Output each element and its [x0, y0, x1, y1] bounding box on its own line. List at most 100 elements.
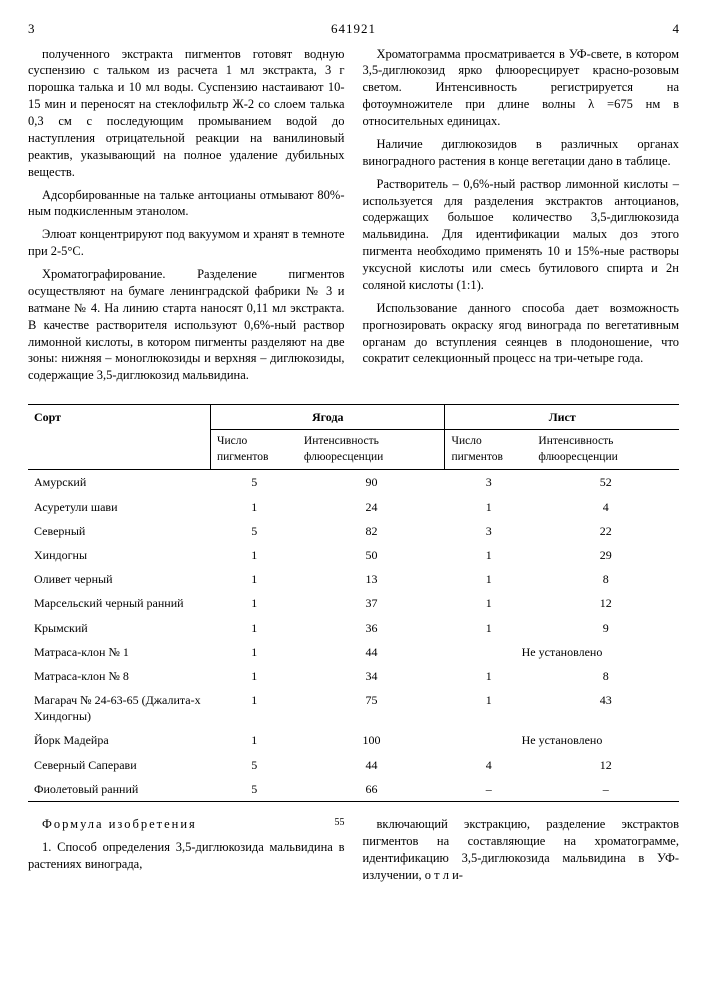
cell-ln: 3	[445, 519, 532, 543]
body-columns: полученного экстракта пигментов готовят …	[28, 46, 679, 391]
cell-yn: 1	[211, 567, 298, 591]
footer-columns: Формула изобретения 55 1. Способ определ…	[28, 816, 679, 890]
th-yagoda: Ягода	[211, 405, 445, 430]
th-num-pig-2: Число пигментов	[445, 430, 532, 470]
doc-number: 641921	[331, 20, 376, 38]
cell-yn: 1	[211, 688, 298, 728]
table-row: Северный582322	[28, 519, 679, 543]
cell-ln: 1	[445, 567, 532, 591]
cell-sort: Марсельский черный ранний	[28, 591, 211, 615]
cell-li: 8	[532, 567, 679, 591]
cell-ln: 3	[445, 470, 532, 495]
th-int-fluo: Интенсивность флюоресценции	[298, 430, 445, 470]
table-row: Фиолетовый ранний566––	[28, 777, 679, 802]
cell-yi: 13	[298, 567, 445, 591]
footer-right: включающий экстракцию, разделение экстра…	[363, 816, 680, 890]
table-row: Оливет черный11318	[28, 567, 679, 591]
para: Хроматограмма просматривается в УФ-свете…	[363, 46, 680, 130]
cell-li: –	[532, 777, 679, 802]
cell-li: 52	[532, 470, 679, 495]
table-row: Хиндогны150129	[28, 543, 679, 567]
th-int-fluo-2: Интенсивность флюоресценции	[532, 430, 679, 470]
footer-left: Формула изобретения 55 1. Способ определ…	[28, 816, 345, 890]
para: Элюат концентрируют под вакуумом и храня…	[28, 226, 345, 260]
table-row: Матраса-клон № 1144Не установлено	[28, 640, 679, 664]
cell-yn: 1	[211, 640, 298, 664]
cell-yn: 1	[211, 616, 298, 640]
left-column: полученного экстракта пигментов готовят …	[28, 46, 345, 391]
right-column: Хроматограмма просматривается в УФ-свете…	[363, 46, 680, 391]
cell-yi: 100	[298, 728, 445, 752]
page-num-right: 4	[673, 20, 680, 38]
line-marker: 55	[321, 816, 345, 830]
cell-sort: Северный	[28, 519, 211, 543]
cell-yn: 1	[211, 591, 298, 615]
cell-li: 12	[532, 591, 679, 615]
cell-yn: 1	[211, 495, 298, 519]
cell-yn: 5	[211, 777, 298, 802]
cell-sort: Северный Саперави	[28, 753, 211, 777]
cell-sort: Асуретули шави	[28, 495, 211, 519]
cell-yi: 66	[298, 777, 445, 802]
cell-sort: Оливет черный	[28, 567, 211, 591]
para: включающий экстракцию, разделение экстра…	[363, 816, 680, 884]
cell-yi: 24	[298, 495, 445, 519]
cell-sort: Матраса-клон № 1	[28, 640, 211, 664]
cell-yi: 82	[298, 519, 445, 543]
cell-ln-merged: Не установлено	[445, 640, 679, 664]
cell-yi: 34	[298, 664, 445, 688]
cell-ln-merged: Не установлено	[445, 728, 679, 752]
page-num-left: 3	[28, 20, 35, 38]
cell-li: 22	[532, 519, 679, 543]
cell-li: 43	[532, 688, 679, 728]
cell-yi: 37	[298, 591, 445, 615]
cell-ln: 1	[445, 616, 532, 640]
cell-ln: 1	[445, 688, 532, 728]
cell-ln: 1	[445, 591, 532, 615]
cell-sort: Крымский	[28, 616, 211, 640]
formula-title: Формула изобретения 55	[28, 816, 345, 833]
para: Использование данного способа дает возмо…	[363, 300, 680, 368]
table-row: Северный Саперави544412	[28, 753, 679, 777]
cell-li: 9	[532, 616, 679, 640]
cell-ln: 1	[445, 543, 532, 567]
cell-ln: 4	[445, 753, 532, 777]
th-list: Лист	[445, 405, 679, 430]
cell-yi: 90	[298, 470, 445, 495]
data-table: Сорт Ягода Лист Число пигментов Интенсив…	[28, 404, 679, 802]
th-num-pig: Число пигментов	[211, 430, 298, 470]
para: Адсорбированные на тальке антоцианы отмы…	[28, 187, 345, 221]
para: Растворитель – 0,6%-ный раствор лимонной…	[363, 176, 680, 294]
cell-sort: Фиолетовый ранний	[28, 777, 211, 802]
cell-sort: Матраса-клон № 8	[28, 664, 211, 688]
para: Хроматографирование. Разделение пигменто…	[28, 266, 345, 384]
table-row: Асуретули шави12414	[28, 495, 679, 519]
cell-ln: 1	[445, 495, 532, 519]
table-row: Магарач № 24-63-65 (Джалита-х Хиндогны)1…	[28, 688, 679, 728]
cell-yn: 1	[211, 728, 298, 752]
cell-yn: 5	[211, 753, 298, 777]
cell-li: 8	[532, 664, 679, 688]
cell-yi: 75	[298, 688, 445, 728]
table-row: Матраса-клон № 813418	[28, 664, 679, 688]
para: Наличие диглюкозидов в различных органах…	[363, 136, 680, 170]
cell-li: 29	[532, 543, 679, 567]
cell-ln: 1	[445, 664, 532, 688]
cell-yi: 36	[298, 616, 445, 640]
cell-li: 4	[532, 495, 679, 519]
th-sort: Сорт	[28, 405, 211, 470]
table-row: Крымский13619	[28, 616, 679, 640]
cell-yi: 50	[298, 543, 445, 567]
cell-yi: 44	[298, 640, 445, 664]
table-row: Марсельский черный ранний137112	[28, 591, 679, 615]
cell-ln: –	[445, 777, 532, 802]
cell-yn: 5	[211, 519, 298, 543]
table-row: Йорк Мадейра1100Не установлено	[28, 728, 679, 752]
cell-sort: Йорк Мадейра	[28, 728, 211, 752]
cell-li: 12	[532, 753, 679, 777]
cell-yi: 44	[298, 753, 445, 777]
cell-sort: Хиндогны	[28, 543, 211, 567]
cell-yn: 1	[211, 543, 298, 567]
page-header: 3 641921 4	[28, 20, 679, 38]
cell-yn: 5	[211, 470, 298, 495]
